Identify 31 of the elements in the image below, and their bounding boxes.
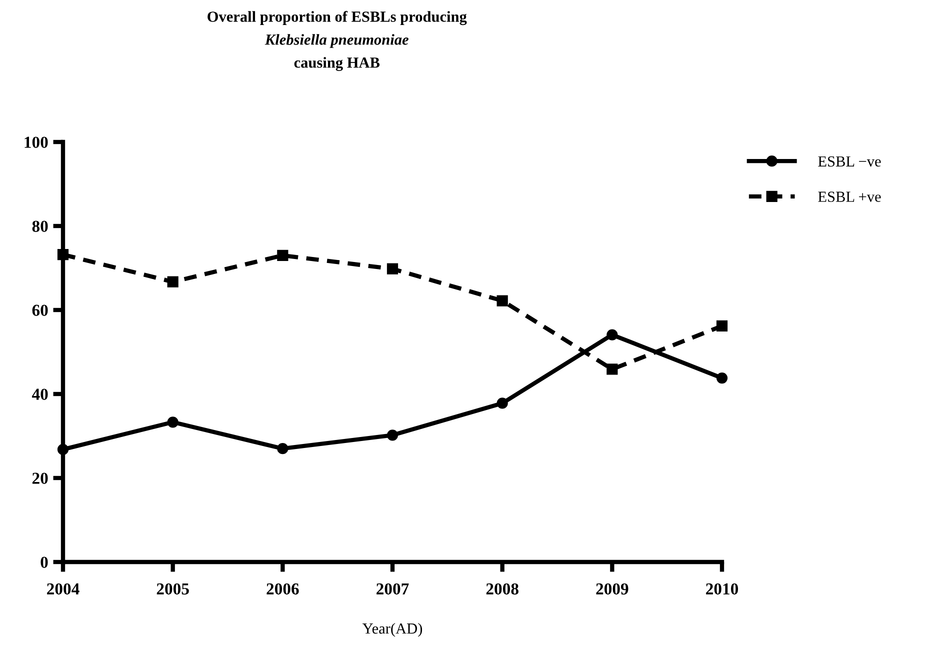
point	[606, 364, 618, 375]
point	[386, 430, 398, 441]
y-tick-label: 40	[32, 388, 48, 400]
y-tick-label: 0	[40, 556, 48, 568]
chart-title: Overall proportion of ESBLs producing Klebsiella pneumoniae causing HAB	[208, 10, 467, 71]
point	[57, 249, 69, 260]
point	[167, 276, 178, 288]
y-tick-label: 20	[32, 472, 48, 484]
point	[716, 372, 728, 384]
x-tick-label: 2010	[706, 583, 738, 595]
legend-label: ESBL −ve	[818, 156, 881, 167]
point	[386, 263, 398, 274]
point	[496, 295, 508, 306]
x-tick-label: 2005	[156, 583, 189, 595]
point	[277, 250, 288, 261]
legend-label: ESBL +ve	[818, 192, 881, 202]
x-tick-label: 2006	[266, 583, 299, 595]
point	[167, 416, 178, 428]
point	[57, 444, 69, 455]
x-tick-label: 2009	[596, 583, 628, 595]
x-axis-title: Year(AD)	[362, 622, 422, 637]
y-tick-label: 100	[24, 136, 48, 148]
y-tick-label: 80	[32, 220, 48, 232]
x-tick-label: 2004	[47, 583, 80, 595]
point	[277, 443, 288, 454]
y-tick-label: 60	[32, 304, 48, 316]
point	[606, 329, 618, 340]
x-tick-label: 2008	[486, 583, 518, 595]
point	[496, 398, 508, 409]
point	[716, 320, 728, 332]
x-tick-label: 2007	[376, 583, 409, 595]
